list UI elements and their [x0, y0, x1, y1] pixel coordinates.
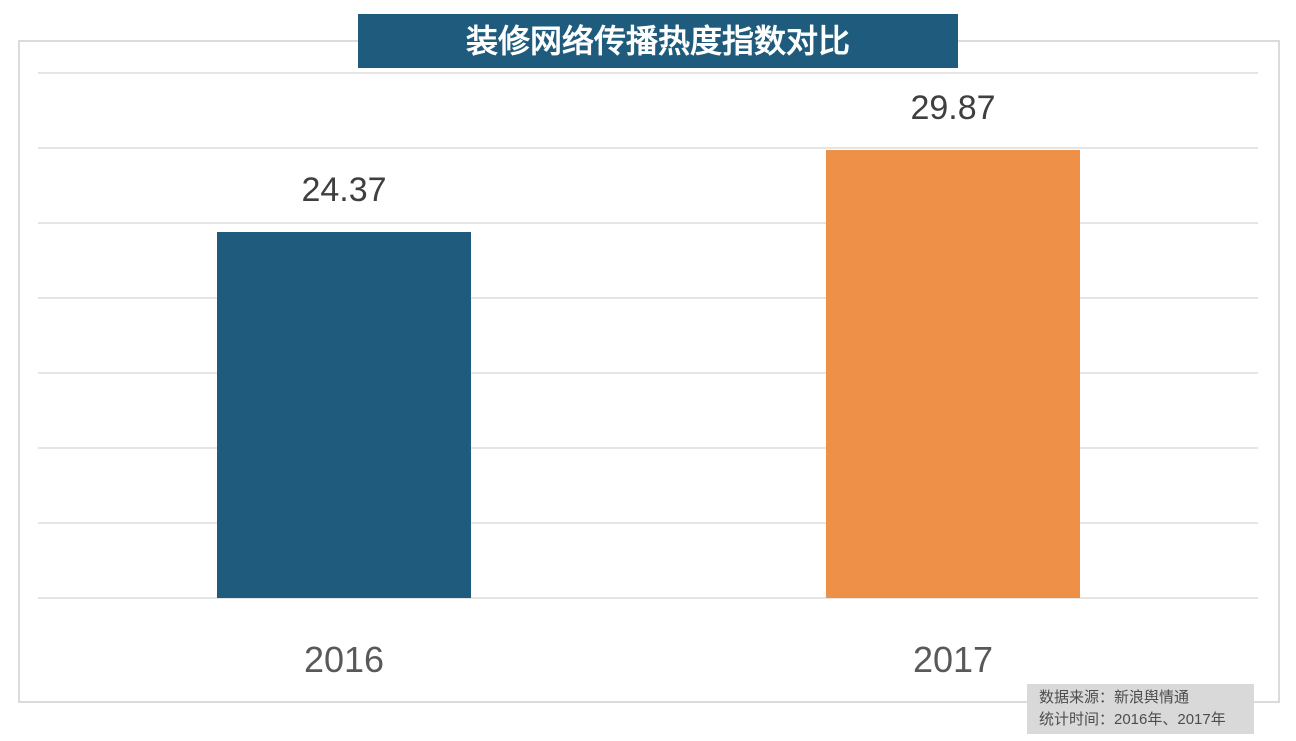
source-box: 数据来源：新浪舆情通 统计时间：2016年、2017年	[1027, 684, 1254, 734]
gridline	[38, 372, 1258, 374]
gridline	[38, 147, 1258, 149]
value-label: 29.87	[910, 89, 996, 127]
gridline	[38, 597, 1258, 599]
stat-period-line: 统计时间：2016年、2017年	[1039, 711, 1226, 728]
chart-title: 装修网络传播热度指数对比	[358, 14, 958, 68]
gridline	[38, 522, 1258, 524]
gridline	[38, 447, 1258, 449]
x-axis-label: 2016	[303, 639, 385, 680]
gridline	[38, 222, 1258, 224]
x-axis-label: 2017	[912, 639, 994, 680]
gridline	[38, 72, 1258, 74]
bar-2017	[826, 150, 1080, 598]
gridline	[38, 297, 1258, 299]
bar-2016	[217, 232, 471, 598]
data-source-line: 数据来源：新浪舆情通	[1039, 689, 1190, 706]
value-label: 24.37	[301, 171, 387, 209]
